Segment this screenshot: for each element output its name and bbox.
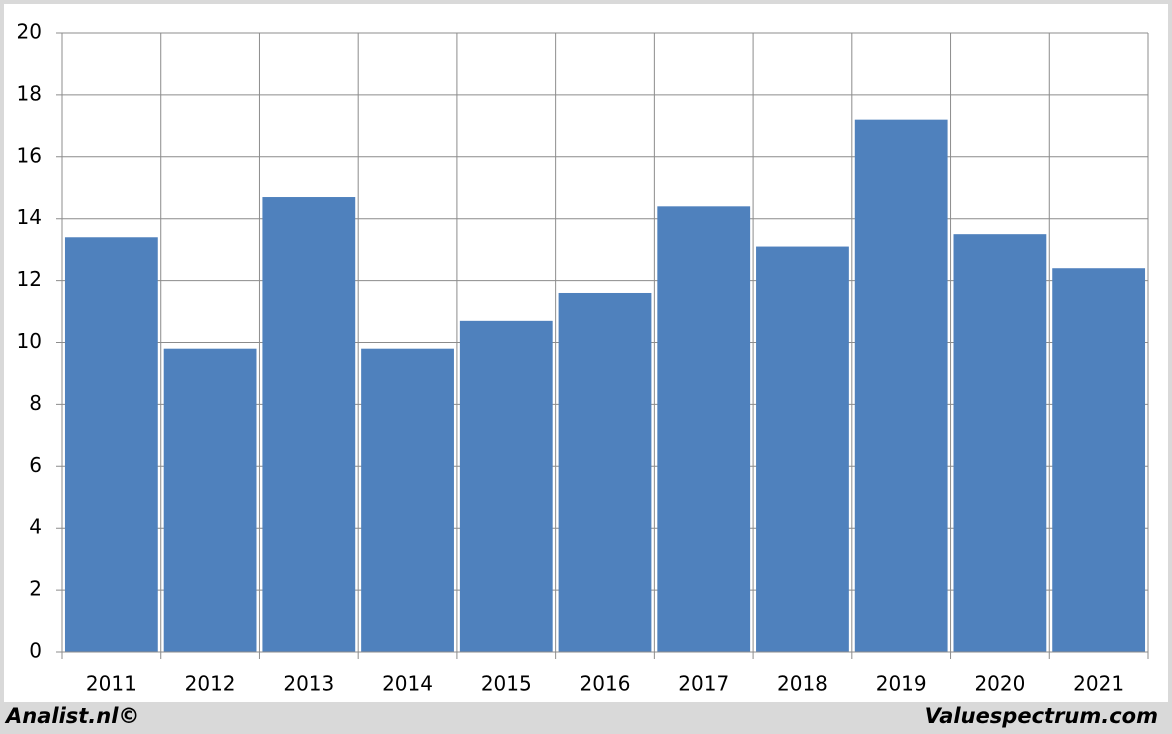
y-tick-label: 10 [17,329,42,353]
x-tick-label: 2014 [382,672,433,696]
footer-left: Analist.nl© [4,704,139,728]
x-tick-label: 2020 [974,672,1025,696]
bar [854,119,948,652]
bar [262,197,356,652]
y-tick-label: 0 [29,639,42,663]
x-tick-label: 2018 [777,672,828,696]
y-tick-label: 18 [17,81,42,105]
y-tick-label: 12 [17,267,42,291]
x-tick-label: 2012 [185,672,236,696]
y-tick-label: 20 [17,20,42,44]
bar [953,234,1047,653]
y-tick-label: 2 [29,577,42,601]
x-tick-label: 2021 [1073,672,1124,696]
footer-right: Valuespectrum.com [925,704,1158,728]
x-tick-label: 2015 [481,672,532,696]
x-tick-label: 2016 [580,672,631,696]
bar [361,348,454,652]
y-tick-label: 6 [29,453,42,477]
y-tick-label: 4 [29,515,42,539]
bar [756,246,849,652]
bar [1052,268,1146,652]
x-tick-label: 2011 [86,672,137,696]
bar [558,292,652,652]
bar [657,206,751,652]
x-tick-label: 2013 [283,672,334,696]
bar [64,237,158,652]
x-tick-label: 2019 [876,672,927,696]
bar [163,348,257,652]
y-tick-label: 8 [29,391,42,415]
bar [459,320,553,652]
y-tick-label: 14 [17,205,42,229]
y-tick-label: 16 [17,143,42,167]
x-tick-label: 2017 [678,672,729,696]
